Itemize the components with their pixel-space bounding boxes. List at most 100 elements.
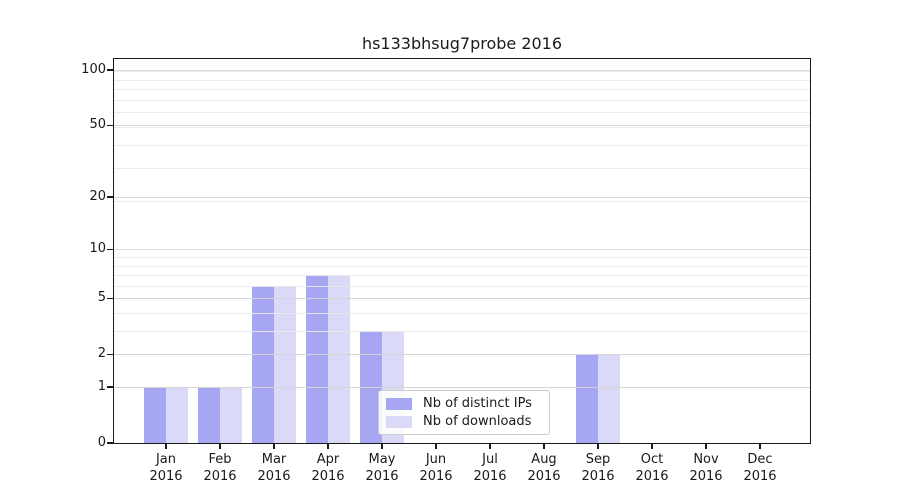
x-tick-label: Jan 2016 <box>134 451 198 485</box>
y-tick-label: 20 <box>89 189 106 205</box>
x-tick-mark <box>705 444 707 449</box>
major-gridline <box>114 387 810 388</box>
y-tick-mark <box>107 353 113 355</box>
x-tick-month: Mar <box>261 452 287 467</box>
x-tick-label: Dec 2016 <box>728 451 792 485</box>
minor-gridline <box>114 89 810 91</box>
x-tick-month: Dec <box>747 452 773 467</box>
y-tick-label: 1 <box>97 379 106 394</box>
x-tick-mark <box>759 444 761 449</box>
x-tick-month: Feb <box>208 452 232 467</box>
x-tick-mark <box>381 444 383 449</box>
x-tick-year: 2016 <box>635 469 669 484</box>
minor-gridline <box>114 145 810 147</box>
x-tick-year: 2016 <box>473 469 507 484</box>
legend-swatch-distinct-ips-icon <box>386 397 412 410</box>
x-tick-month: Jul <box>482 452 498 467</box>
x-tick-label: Jun 2016 <box>404 451 468 485</box>
x-tick-month: Oct <box>640 452 664 467</box>
x-tick-label: May 2016 <box>350 451 414 485</box>
major-gridline <box>114 354 810 356</box>
major-gridline <box>114 125 810 127</box>
y-tick-label: 2 <box>97 346 106 362</box>
bar-distinct-ips <box>306 275 328 443</box>
y-tick-label: 5 <box>97 290 106 306</box>
x-tick-year: 2016 <box>581 469 615 484</box>
y-tick-mark <box>107 69 113 71</box>
x-tick-mark <box>597 444 599 449</box>
x-tick-label: Nov 2016 <box>674 451 738 485</box>
major-gridline <box>114 249 810 251</box>
x-tick-label: Mar 2016 <box>242 451 306 485</box>
legend-label-distinct-ips: Nb of distinct IPs <box>423 396 532 411</box>
minor-gridline <box>114 331 810 333</box>
major-gridline <box>114 197 810 199</box>
x-tick-year: 2016 <box>527 469 561 484</box>
x-tick-year: 2016 <box>311 469 345 484</box>
legend-item-downloads: Nb of downloads <box>386 414 541 429</box>
minor-gridline <box>114 275 810 277</box>
bar-distinct-ips <box>144 387 166 443</box>
plot-area <box>113 58 811 444</box>
y-tick-mark <box>107 297 113 299</box>
minor-gridline <box>114 312 810 314</box>
x-tick-mark <box>543 444 545 449</box>
legend-item-distinct-ips: Nb of distinct IPs <box>386 396 541 411</box>
x-tick-mark <box>327 444 329 449</box>
minor-gridline <box>114 99 810 101</box>
bar-downloads <box>598 354 620 443</box>
y-tick-mark <box>107 196 113 198</box>
x-tick-mark <box>219 444 221 449</box>
major-gridline <box>114 70 810 72</box>
x-tick-label: Jul 2016 <box>458 451 522 485</box>
x-tick-year: 2016 <box>257 469 291 484</box>
x-tick-mark <box>651 444 653 449</box>
x-tick-label: Apr 2016 <box>296 451 360 485</box>
bar-downloads <box>220 387 242 443</box>
y-tick-label: 0 <box>97 435 106 450</box>
legend: Nb of distinct IPs Nb of downloads <box>378 390 550 435</box>
bar-distinct-ips <box>576 354 598 443</box>
minor-gridline <box>114 79 810 81</box>
legend-swatch-downloads-icon <box>386 415 412 428</box>
major-gridline <box>114 298 810 300</box>
x-tick-label: Oct 2016 <box>620 451 684 485</box>
minor-gridline <box>114 126 810 128</box>
x-tick-mark <box>273 444 275 449</box>
bar-distinct-ips <box>252 285 274 443</box>
x-tick-year: 2016 <box>149 469 183 484</box>
y-tick-mark <box>107 248 113 250</box>
x-tick-label: Sep 2016 <box>566 451 630 485</box>
gridlines-layer <box>114 59 810 443</box>
minor-gridline <box>114 265 810 267</box>
minor-gridline <box>114 71 810 72</box>
bar-downloads <box>274 285 296 443</box>
minor-gridline <box>114 285 810 287</box>
x-tick-month: Nov <box>693 452 719 467</box>
x-tick-month: Apr <box>316 452 340 467</box>
y-tick-label: 10 <box>89 241 106 257</box>
y-tick-mark <box>107 386 113 388</box>
minor-gridline <box>114 112 810 114</box>
x-tick-year: 2016 <box>689 469 723 484</box>
x-tick-label: Aug 2016 <box>512 451 576 485</box>
x-tick-month: Jan <box>155 452 177 467</box>
bar-distinct-ips <box>198 387 220 443</box>
x-tick-month: May <box>368 452 396 467</box>
y-tick-label: 50 <box>89 117 106 133</box>
minor-gridline <box>114 257 810 258</box>
x-tick-label: Feb 2016 <box>188 451 252 485</box>
y-tick-mark <box>107 442 113 444</box>
x-tick-year: 2016 <box>419 469 453 484</box>
bars-layer <box>114 59 810 443</box>
x-tick-month: Sep <box>585 452 611 467</box>
chart-title: hs133bhsug7probe 2016 <box>361 34 563 53</box>
x-tick-mark <box>489 444 491 449</box>
x-tick-year: 2016 <box>743 469 777 484</box>
x-tick-mark <box>435 444 437 449</box>
bar-downloads <box>166 387 188 443</box>
minor-gridline <box>114 201 810 202</box>
legend-label-downloads: Nb of downloads <box>423 414 532 429</box>
x-tick-month: Aug <box>531 452 557 467</box>
